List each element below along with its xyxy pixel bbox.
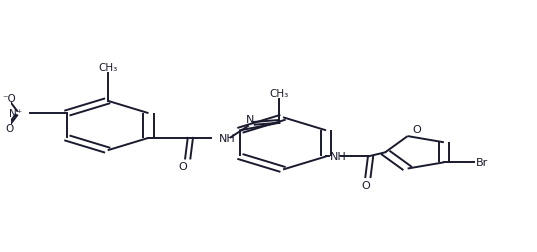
Text: NH: NH — [330, 152, 346, 162]
Text: O: O — [413, 124, 422, 134]
Text: CH₃: CH₃ — [270, 89, 289, 99]
Text: Br: Br — [476, 158, 488, 168]
Text: NH: NH — [219, 133, 236, 143]
Text: N: N — [246, 115, 255, 125]
Text: N⁺: N⁺ — [9, 109, 23, 119]
Text: O: O — [361, 180, 369, 190]
Text: O: O — [178, 162, 187, 172]
Text: O: O — [5, 124, 13, 134]
Text: CH₃: CH₃ — [98, 63, 117, 73]
Text: ⁻O: ⁻O — [3, 94, 16, 104]
